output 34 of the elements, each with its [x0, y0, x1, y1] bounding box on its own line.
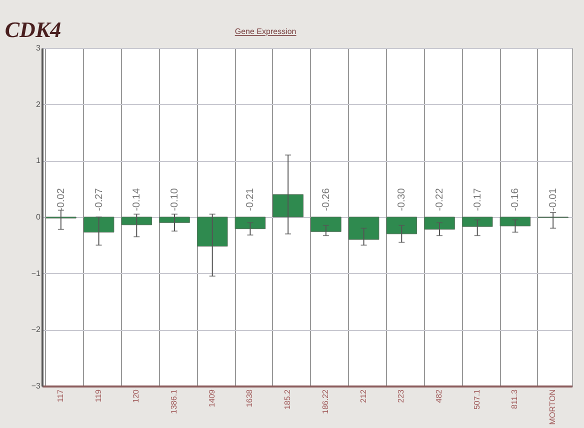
x-tick-label: 811.3	[510, 388, 520, 409]
y-tick-label: 3	[36, 44, 42, 52]
data-label: -0.16	[510, 188, 522, 211]
y-tick-label: 0	[36, 212, 42, 222]
x-tick-label: 1386.1	[170, 388, 178, 414]
y-tick-label: −2	[31, 325, 42, 334]
x-tick-label: 1409	[207, 388, 216, 408]
data-label: -0.17	[472, 188, 484, 211]
y-tick-label: −3	[31, 382, 42, 390]
data-label: -0.02	[56, 188, 67, 211]
x-tick-label: 120	[132, 388, 141, 403]
x-tick-label: 482	[434, 388, 444, 403]
data-label: -0.22	[434, 188, 446, 211]
y-tick-label: 2	[36, 100, 42, 109]
data-label: -0.27	[94, 188, 105, 211]
data-label: -0.10	[170, 188, 180, 211]
x-tick-label: 119	[94, 388, 103, 402]
x-tick-label: 117	[56, 388, 65, 402]
y-tick-label: 1	[36, 156, 42, 166]
data-label: -0.30	[396, 188, 408, 211]
x-tick-label: 185.2	[283, 388, 292, 410]
data-label: -0.21	[245, 188, 256, 211]
data-label: -0.26	[320, 188, 332, 211]
x-tick-label: MORTON	[548, 389, 558, 425]
x-tick-label: 223	[396, 388, 406, 403]
chart-subtitle: Gene Expression	[234, 27, 296, 36]
x-tick-label: 186.22	[320, 388, 330, 414]
x-tick-label: 1638	[245, 388, 254, 408]
y-tick-label: −1	[31, 268, 42, 278]
chart-title: CDK4	[4, 17, 62, 42]
x-tick-label: 507.1	[472, 388, 482, 410]
x-tick-label: 212	[358, 388, 368, 403]
data-label: -0.01	[548, 188, 560, 211]
data-label: -0.14	[132, 188, 143, 211]
